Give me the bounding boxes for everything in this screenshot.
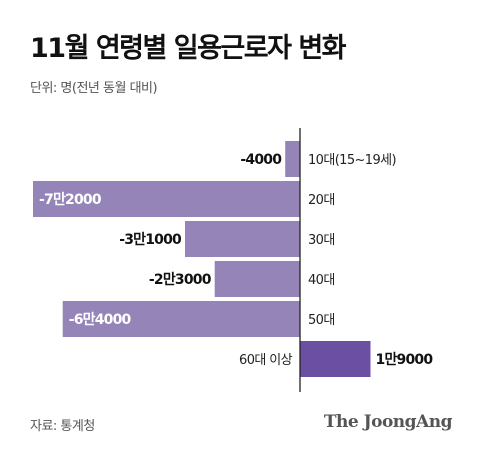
value-label-2: -3만1000 bbox=[119, 232, 182, 248]
category-label-4: 50대 bbox=[308, 313, 335, 328]
bars-layer: -4000 10대(15~19세) -7만2000 20대 -3만1000 30대 -2만3… bbox=[33, 141, 434, 377]
bar-5 bbox=[300, 341, 371, 377]
value-label-5: 1만9000 bbox=[376, 352, 434, 368]
value-label-4: -6만4000 bbox=[69, 312, 132, 328]
chart-title: 11월 연령별 일용근로자 변화 bbox=[30, 33, 347, 64]
category-label-0: 10대(15~19세) bbox=[308, 153, 396, 168]
value-label-1: -7만2000 bbox=[39, 192, 102, 208]
bar-4 bbox=[62, 301, 301, 337]
brand-logo: The JoongAng bbox=[323, 412, 453, 432]
source-note: 자료: 통계청 bbox=[30, 419, 95, 434]
bar-1 bbox=[33, 181, 300, 217]
category-label-1: 20대 bbox=[308, 193, 335, 208]
bar-0 bbox=[285, 141, 300, 177]
bar-2 bbox=[185, 221, 300, 257]
bar-3 bbox=[214, 261, 300, 297]
value-label-3: -2만3000 bbox=[149, 272, 212, 288]
category-label-3: 40대 bbox=[308, 273, 335, 288]
category-label-5: 60대 이상 bbox=[239, 353, 293, 368]
value-label-0: -4000 bbox=[240, 152, 282, 168]
unit-note: 단위: 명(전년 동월 대비) bbox=[30, 81, 158, 96]
category-label-2: 30대 bbox=[308, 233, 335, 248]
